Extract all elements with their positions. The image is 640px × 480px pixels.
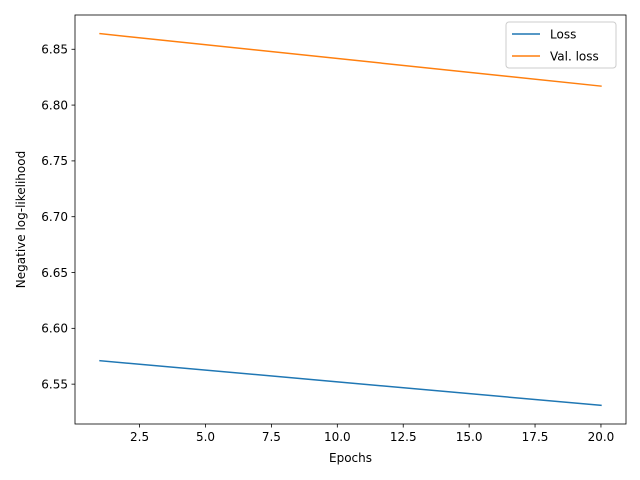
x-tick-label: 20.0 [588,430,615,444]
x-tick-label: 5.0 [196,430,215,444]
series-line-val-loss [99,32,602,87]
x-tick-label: 7.5 [262,430,281,444]
series-line-loss [99,359,602,407]
x-axis: 2.5 5.0 7.5 10.0 12.5 15.0 17.5 20.0 [130,424,614,444]
y-axis: 6.55 6.60 6.65 6.70 6.75 6.80 6.85 [41,43,75,391]
axes-frame [74,14,627,425]
x-tick-label: 2.5 [130,430,149,444]
series-layer [99,32,602,407]
legend-label: Loss [550,27,576,41]
y-tick-label: 6.60 [41,322,68,336]
x-tick-label: 15.0 [456,430,483,444]
y-tick-label: 6.70 [41,210,68,224]
y-tick-label: 6.55 [41,377,68,391]
y-tick-label: 6.85 [41,43,68,57]
x-axis-label: Epochs [329,451,372,465]
y-tick-label: 6.65 [41,266,68,280]
y-tick-label: 6.75 [41,154,68,168]
y-axis-label: Negative log-likelihood [14,151,28,288]
legend-label: Val. loss [550,49,599,63]
y-tick-label: 6.80 [41,98,68,112]
x-tick-label: 10.0 [324,430,351,444]
legend: Loss Val. loss [505,21,617,69]
x-tick-label: 17.5 [522,430,549,444]
x-tick-label: 12.5 [390,430,417,444]
